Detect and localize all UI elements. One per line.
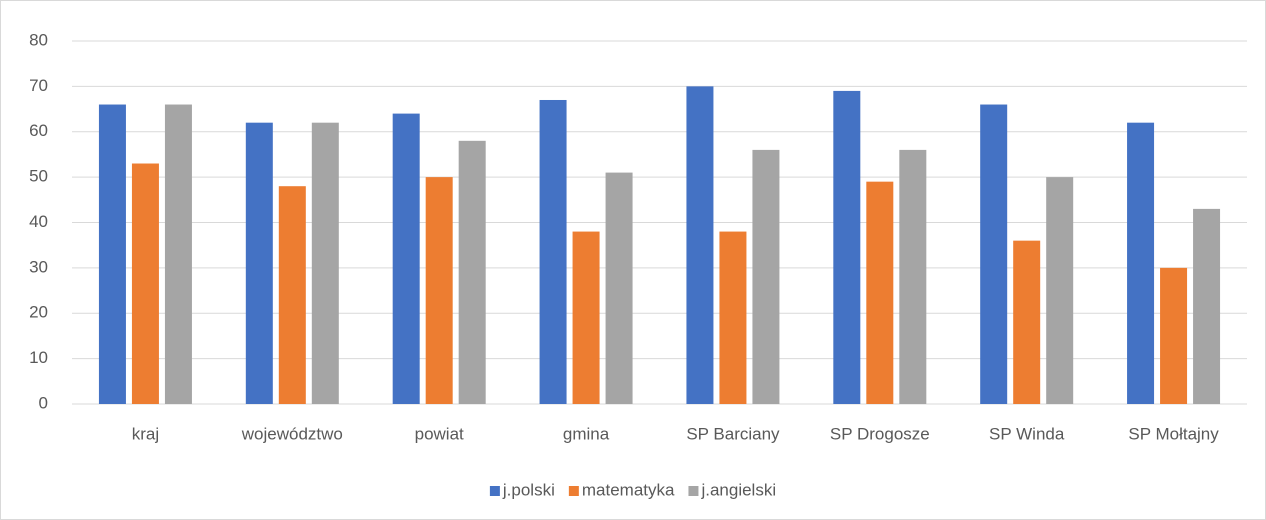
bar (392, 113, 420, 404)
bar (1046, 177, 1074, 404)
x-tick-label: kraj (132, 424, 159, 443)
legend-label: j.angielski (700, 480, 776, 499)
bar (866, 181, 894, 404)
y-tick-label: 70 (29, 76, 48, 95)
bar (1193, 208, 1221, 404)
bar (425, 177, 453, 404)
bar (899, 149, 927, 404)
x-tick-label: województwo (241, 424, 343, 443)
y-tick-label: 30 (29, 257, 48, 276)
legend-swatch (688, 486, 699, 496)
bar (311, 122, 339, 405)
x-tick-label: SP Barciany (686, 424, 780, 443)
bar (98, 104, 126, 405)
legend-label: j.polski (502, 480, 555, 499)
bar (833, 90, 861, 404)
bar (1013, 240, 1041, 404)
y-tick-label: 60 (29, 121, 48, 140)
x-tick-label: gmina (563, 424, 610, 443)
bar (278, 186, 306, 404)
bar (980, 104, 1008, 405)
x-tick-label: powiat (415, 424, 464, 443)
y-tick-label: 80 (29, 30, 48, 49)
bar (686, 86, 714, 404)
y-tick-label: 0 (39, 393, 48, 412)
legend-label: matematyka (582, 480, 675, 499)
bar (1160, 267, 1188, 404)
bar (605, 172, 633, 404)
legend-swatch (568, 486, 579, 496)
y-tick-label: 40 (29, 212, 48, 231)
bar (164, 104, 192, 405)
bar (458, 140, 486, 404)
bar (539, 99, 567, 405)
y-tick-label: 10 (29, 348, 48, 367)
legend-swatch (489, 486, 500, 496)
x-tick-label: SP Drogosze (830, 424, 930, 443)
y-tick-label: 20 (29, 303, 48, 322)
y-tick-label: 50 (29, 167, 48, 186)
bar (719, 231, 747, 404)
bar (131, 163, 159, 404)
x-tick-label: SP Mołtajny (1128, 424, 1219, 443)
bar (572, 231, 600, 404)
bar (245, 122, 273, 405)
bar (752, 149, 780, 404)
bar (1127, 122, 1155, 405)
x-tick-label: SP Winda (989, 424, 1065, 443)
